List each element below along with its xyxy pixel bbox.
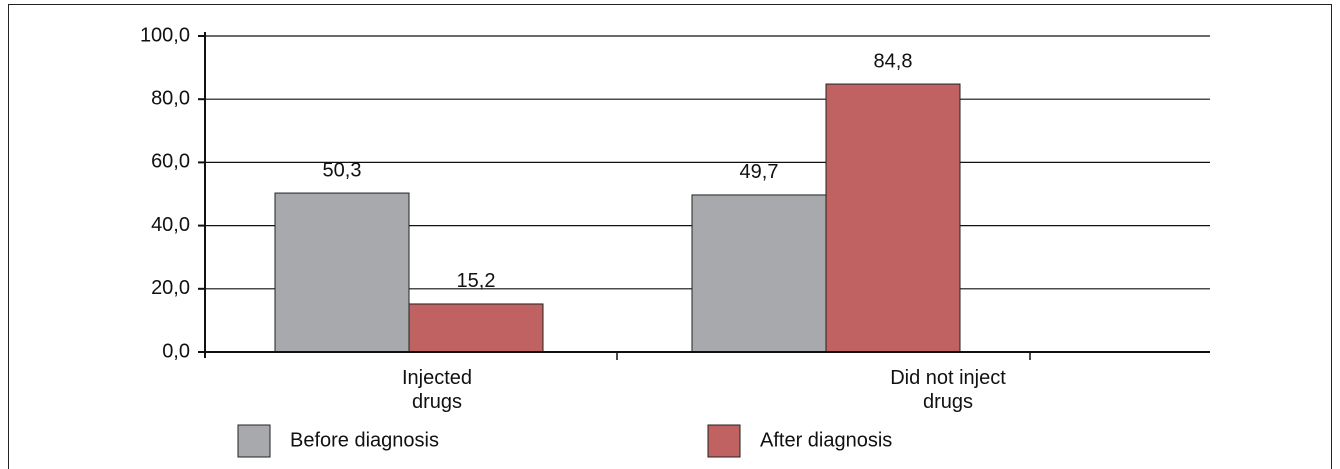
legend-swatch — [237, 424, 271, 458]
data-label: 15,2 — [457, 270, 496, 292]
bar — [825, 83, 961, 353]
bar — [274, 192, 410, 353]
legend-swatch — [707, 424, 741, 458]
x-tick-label: Did not inject drugs — [890, 367, 1006, 413]
bar — [691, 194, 827, 353]
legend-label: After diagnosis — [760, 429, 892, 451]
y-tick-label: 0,0 — [162, 340, 190, 362]
y-tick-label: 60,0 — [151, 151, 190, 173]
data-label: 50,3 — [323, 159, 362, 181]
data-label: 49,7 — [740, 161, 779, 183]
frame — [8, 4, 1332, 469]
bar — [408, 303, 544, 353]
y-tick-label: 100,0 — [140, 24, 190, 46]
y-tick-label: 40,0 — [151, 214, 190, 236]
legend-label: Before diagnosis — [290, 429, 439, 451]
y-tick-label: 80,0 — [151, 87, 190, 109]
y-tick-label: 20,0 — [151, 277, 190, 299]
data-label: 84,8 — [874, 50, 913, 72]
x-tick-label: Injected drugs — [401, 367, 473, 413]
